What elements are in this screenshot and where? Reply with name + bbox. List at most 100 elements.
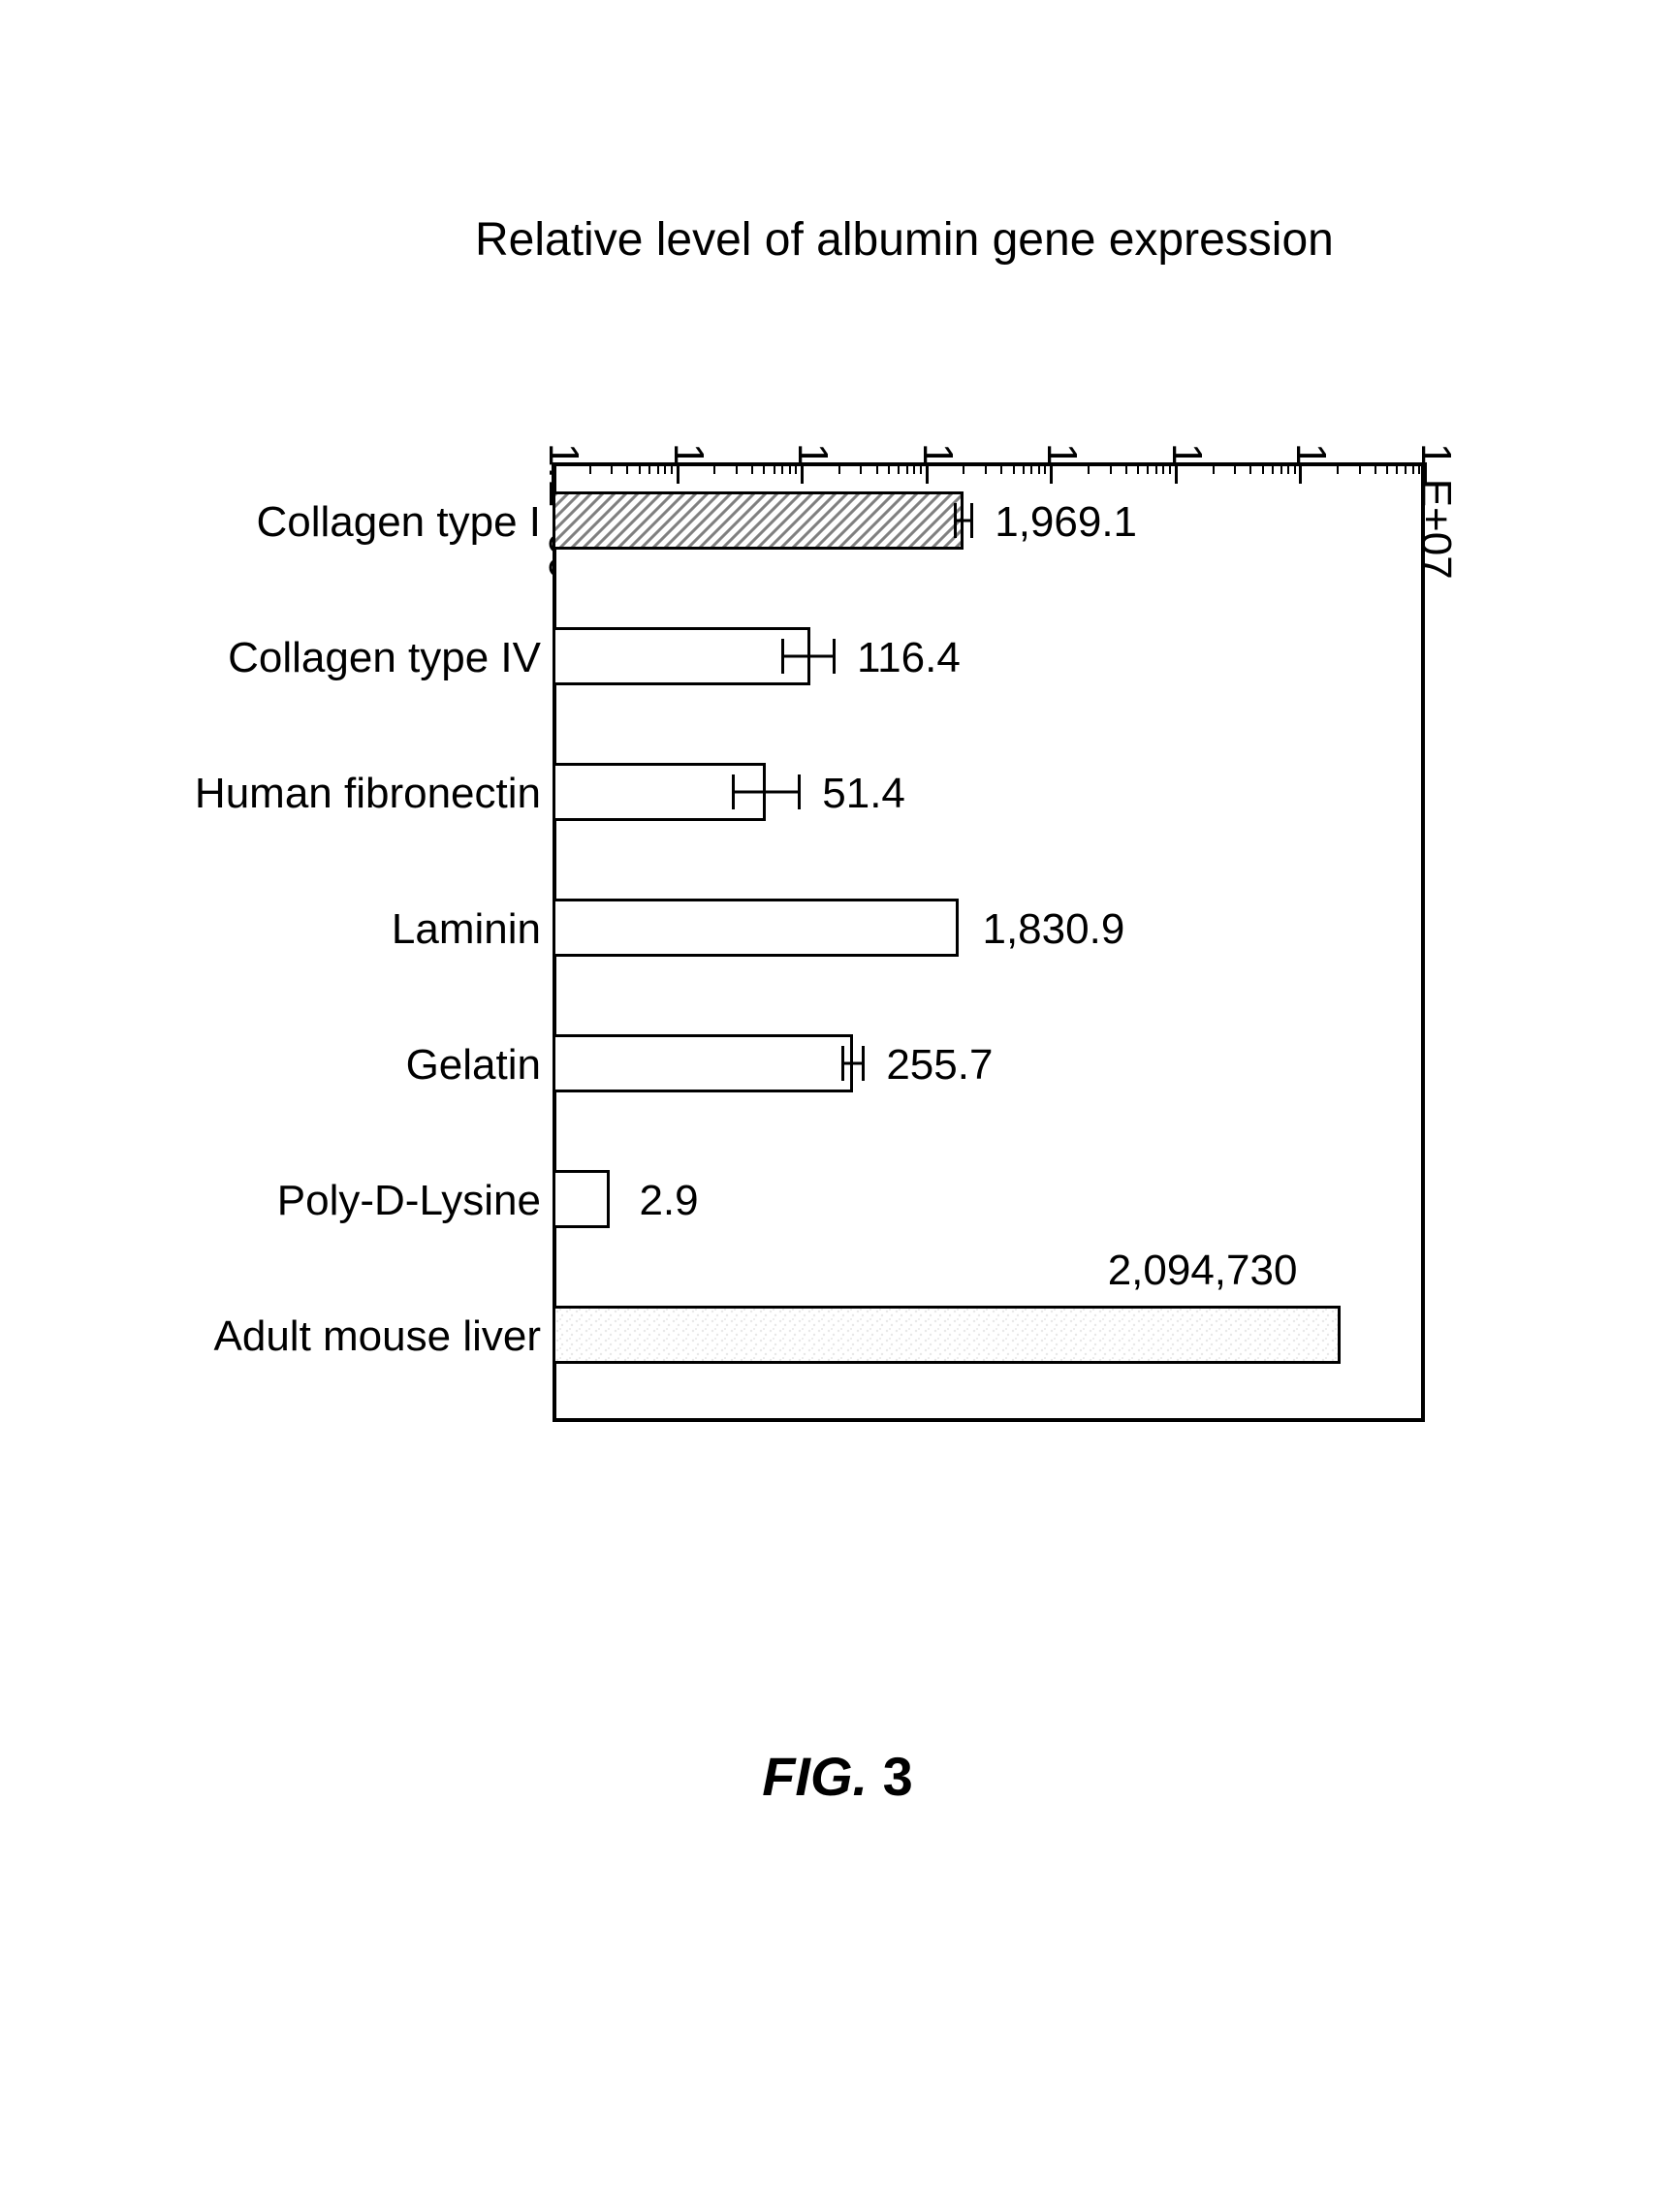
x-minor-tick	[713, 462, 715, 474]
value-label: 1,969.1	[995, 501, 1137, 544]
x-minor-tick	[898, 462, 900, 474]
error-bar-cap	[841, 1046, 844, 1081]
category-label: Adult mouse liver	[214, 1315, 541, 1358]
x-axis-tick-labels: 1.E+001.E+011.E+021.E+031.E+041.E+051.E+…	[553, 278, 1425, 462]
x-major-tick	[1050, 462, 1053, 484]
x-minor-tick	[1213, 462, 1215, 474]
bar	[553, 1170, 610, 1228]
x-minor-tick	[838, 462, 840, 474]
x-minor-tick	[789, 462, 791, 474]
x-minor-tick	[1023, 462, 1025, 474]
x-minor-tick	[1234, 462, 1236, 474]
chart-title: Relative level of albumin gene expressio…	[475, 213, 1493, 267]
category-label: Poly-D-Lysine	[277, 1180, 541, 1222]
x-minor-tick	[1412, 462, 1414, 474]
x-minor-tick	[1155, 462, 1157, 474]
x-minor-tick	[774, 462, 775, 474]
value-label: 2,094,730	[1108, 1249, 1298, 1292]
x-minor-tick	[1418, 462, 1420, 474]
bar	[553, 763, 766, 821]
x-minor-tick	[781, 462, 783, 474]
x-minor-tick	[913, 462, 915, 474]
x-minor-tick	[763, 462, 765, 474]
x-minor-tick	[1249, 462, 1251, 474]
x-major-tick	[677, 462, 679, 484]
x-minor-tick	[888, 462, 890, 474]
x-minor-tick	[1030, 462, 1032, 474]
x-major-tick	[801, 462, 804, 484]
x-minor-tick	[1137, 462, 1139, 474]
category-label: Laminin	[392, 908, 541, 951]
bar-rect	[553, 627, 810, 685]
x-minor-tick	[1287, 462, 1289, 474]
error-bar-cap	[954, 503, 957, 538]
x-minor-tick	[1110, 462, 1112, 474]
x-minor-tick	[1162, 462, 1164, 474]
error-bar-cap	[862, 1046, 865, 1081]
bar-rect	[553, 491, 964, 550]
x-minor-tick	[589, 462, 591, 474]
value-label: 51.4	[822, 773, 905, 815]
bar	[553, 1034, 853, 1092]
x-minor-tick	[664, 462, 666, 474]
category-label: Human fibronectin	[195, 773, 541, 815]
x-minor-tick	[657, 462, 659, 474]
x-minor-tick	[1000, 462, 1002, 474]
bar-rect	[553, 1306, 1341, 1364]
x-minor-tick	[1044, 462, 1046, 474]
bar	[553, 1306, 1341, 1364]
x-major-tick	[926, 462, 929, 484]
error-bar-cap	[781, 639, 784, 674]
value-label: 1,830.9	[982, 908, 1124, 951]
error-bar-cap	[798, 774, 801, 809]
x-minor-tick	[1359, 462, 1361, 474]
category-labels: Collagen type I Collagen type IV Human fib…	[174, 462, 553, 1422]
x-minor-tick	[1169, 462, 1171, 474]
x-minor-tick	[1147, 462, 1149, 474]
plot-row: Collagen type I Collagen type IV Human fib…	[174, 462, 1493, 1422]
error-bar-line	[842, 1062, 864, 1065]
plot-area: 1,969.1116.451.41,830.9255.72.92,094,730	[553, 462, 1425, 1422]
value-label: 255.7	[886, 1044, 993, 1087]
category-label: Gelatin	[406, 1044, 541, 1087]
x-major-tick	[1299, 462, 1302, 484]
x-minor-tick	[1375, 462, 1376, 474]
figure-caption-number: 3	[883, 1746, 913, 1807]
x-minor-tick	[920, 462, 922, 474]
x-minor-tick	[648, 462, 650, 474]
bar	[553, 627, 810, 685]
error-bar-line	[733, 791, 799, 794]
x-minor-tick	[860, 462, 862, 474]
bar	[553, 491, 964, 550]
bar	[553, 899, 959, 957]
x-minor-tick	[1013, 462, 1015, 474]
category-label: Collagen type IV	[228, 637, 541, 679]
error-bar-line	[955, 520, 971, 522]
value-label: 116.4	[857, 637, 961, 679]
x-minor-tick	[1405, 462, 1406, 474]
figure-caption: FIG. 3	[0, 1745, 1675, 1808]
x-major-tick	[552, 462, 554, 484]
figure-caption-prefix: FIG.	[762, 1746, 882, 1807]
x-minor-tick	[1337, 462, 1339, 474]
x-minor-tick	[1262, 462, 1264, 474]
error-bar-cap	[732, 774, 735, 809]
x-minor-tick	[795, 462, 797, 474]
x-minor-tick	[1280, 462, 1282, 474]
x-minor-tick	[639, 462, 641, 474]
page: Relative level of albumin gene expressio…	[0, 0, 1675, 2212]
x-minor-tick	[1272, 462, 1274, 474]
bar-rect	[553, 1034, 853, 1092]
x-minor-tick	[671, 462, 673, 474]
error-bar-line	[782, 655, 834, 658]
x-minor-tick	[751, 462, 753, 474]
x-minor-tick	[985, 462, 987, 474]
x-minor-tick	[876, 462, 878, 474]
error-bar-cap	[970, 503, 973, 538]
x-minor-tick	[906, 462, 908, 474]
x-minor-tick	[963, 462, 964, 474]
error-bar-cap	[833, 639, 836, 674]
category-label: Collagen type I	[256, 501, 541, 544]
x-minor-tick	[1396, 462, 1398, 474]
x-minor-tick	[1125, 462, 1127, 474]
